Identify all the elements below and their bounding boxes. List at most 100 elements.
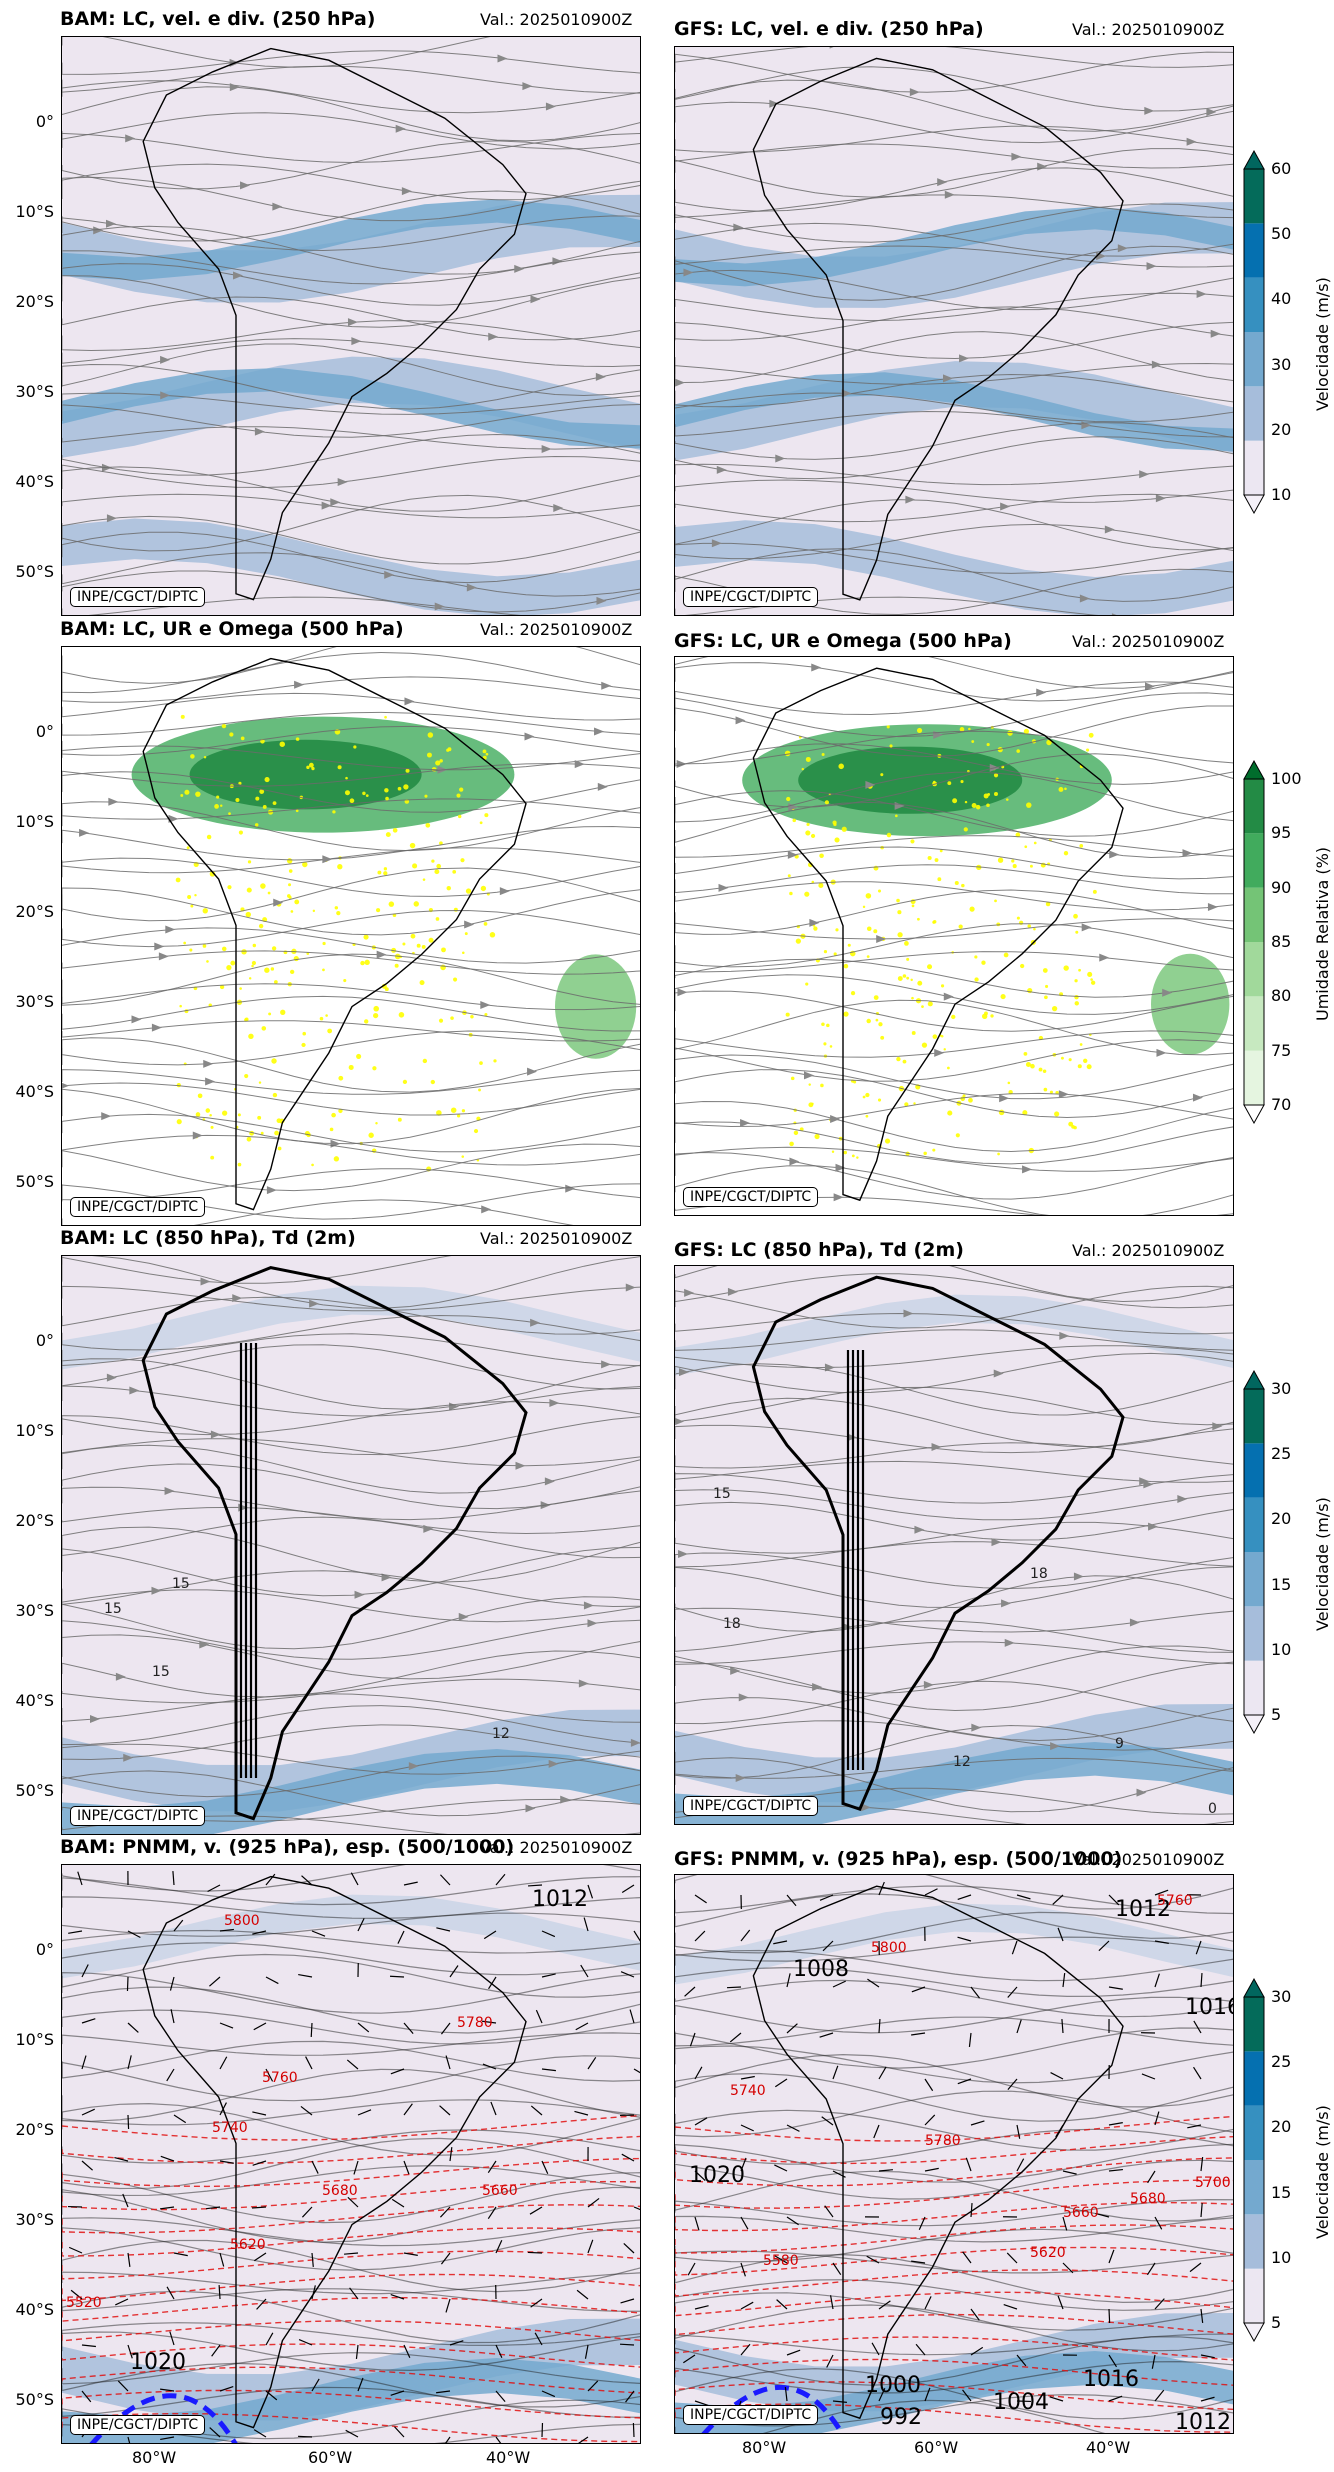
wind-barb [541,2068,556,2072]
omega-dot [790,1076,795,1081]
wind-barb [265,1976,279,1985]
omega-dot [932,1148,936,1152]
wind-barb [819,2032,834,2038]
bam-mslp-map[interactable]: 1012 1020 5800 5780 5760 5740 5680 5620 … [61,1864,641,2444]
streamline-arrow [330,498,341,507]
omega-dot [311,766,315,771]
streamline [62,50,640,75]
omega-dot [238,830,243,835]
bam-850-map[interactable]: 15 15 15 12 INPE/CGCT/DIPTC [61,1255,641,1835]
wind-barb [970,2202,973,2218]
bam-mslp-label-3: 5800 [224,1913,260,1929]
streamline [675,148,1233,198]
omega-dot [873,995,879,1000]
streamline-arrow [384,570,395,579]
streamline-arrow [578,1679,589,1688]
streamline-arrow [934,1048,945,1057]
wind-barb [786,1894,797,1907]
streamline [675,2215,1233,2243]
wind-barb [740,2301,754,2310]
bam-850-credit: INPE/CGCT/DIPTC [70,1806,206,1826]
omega-dot [923,1151,927,1156]
omega-dot [186,846,190,850]
lat-label: 40°S [15,472,54,491]
wind-barb [311,1930,326,1937]
thickness-contour [675,2201,1233,2232]
omega-dot [1083,1058,1088,1063]
omega-dot [258,1081,262,1084]
streamline-arrow [351,337,362,346]
omega-dot [792,818,797,823]
omega-dot [260,883,266,889]
streamline-arrow [549,1399,560,1408]
omega-dot [877,1098,882,1102]
omega-dot [435,917,440,921]
lat-label: 10°S [15,2030,54,2049]
streamline-arrow [90,1714,101,1723]
streamline-arrow [678,1549,689,1558]
streamline [62,1942,640,1976]
streamline-arrow [1145,682,1156,691]
omega-dot [959,727,965,732]
streamline [675,1092,1233,1128]
omega-dot [997,746,1003,753]
wind-barb [300,2105,313,2116]
gfs-mslp-map[interactable]: 1012 1008 1016 1020 1016 1004 1000 992 1… [674,1874,1234,2434]
wind-barb [1108,2354,1118,2368]
streamline [675,835,1233,858]
omega-dot [409,842,416,849]
streamline [62,1401,640,1436]
streamline [62,2290,640,2344]
gfs-mslp-title: GFS: PNMM, v. (925 hPa), esp. (500/1000) [674,1848,1123,1870]
streamline-arrow [337,477,348,486]
omega-dot [439,841,443,846]
wind-barb [495,2344,503,2358]
wind-speed-band [62,2358,640,2443]
omega-dot [990,1014,994,1018]
colorbar-mslp: 5 10 15 20 25 30 Velocidade (m/s) [1243,1977,1332,2346]
omega-dot [290,910,294,913]
gfs-250-map[interactable]: INPE/CGCT/DIPTC [674,46,1234,616]
wind-barb [740,2075,755,2080]
bam-250-map[interactable]: INPE/CGCT/DIPTC [61,36,641,616]
streamline [62,2032,640,2056]
streamline-arrow [125,134,136,143]
wind-barb [970,1986,981,1999]
omega-dot [376,908,381,913]
gfs-850-map[interactable]: 15 18 18 12 9 0 INPE/CGCT/DIPTC [674,1265,1234,1825]
wind-speed-band [62,1709,640,1812]
bam-500-map[interactable]: INPE/CGCT/DIPTC [61,646,641,1226]
omega-dot [230,960,236,966]
streamline-arrow [1186,137,1197,146]
wind-barb [445,2436,451,2443]
omega-dot [906,957,910,961]
streamline [675,306,1233,341]
streamline-arrow [625,1283,636,1292]
omega-dot [439,759,443,763]
wind-barb [878,2388,886,2402]
omega-dot [831,1150,835,1153]
omega-dot [1088,732,1094,738]
streamline-arrow [401,187,412,196]
wind-barb [439,2105,451,2116]
omega-dot [435,760,441,766]
streamline-arrow [1079,594,1090,603]
thickness-contour [62,2135,640,2164]
streamline [62,531,640,584]
omega-dot [939,849,943,853]
omega-dot [274,1130,279,1136]
streamline [675,1442,1233,1469]
gfs-500-map[interactable]: INPE/CGCT/DIPTC [674,656,1234,1216]
omega-dot [843,963,849,969]
colorbar-tick: 5 [1271,2313,1282,2332]
omega-dot [1054,1111,1060,1117]
omega-dot [245,911,252,918]
thickness-contour [675,2179,1233,2209]
streamline [62,1953,640,1998]
lat-label: 30°S [15,382,54,401]
streamline [675,410,1233,438]
streamline [62,2227,640,2271]
omega-dot [180,794,184,797]
bam-250-credit: INPE/CGCT/DIPTC [70,587,206,607]
omega-dot [880,773,884,777]
